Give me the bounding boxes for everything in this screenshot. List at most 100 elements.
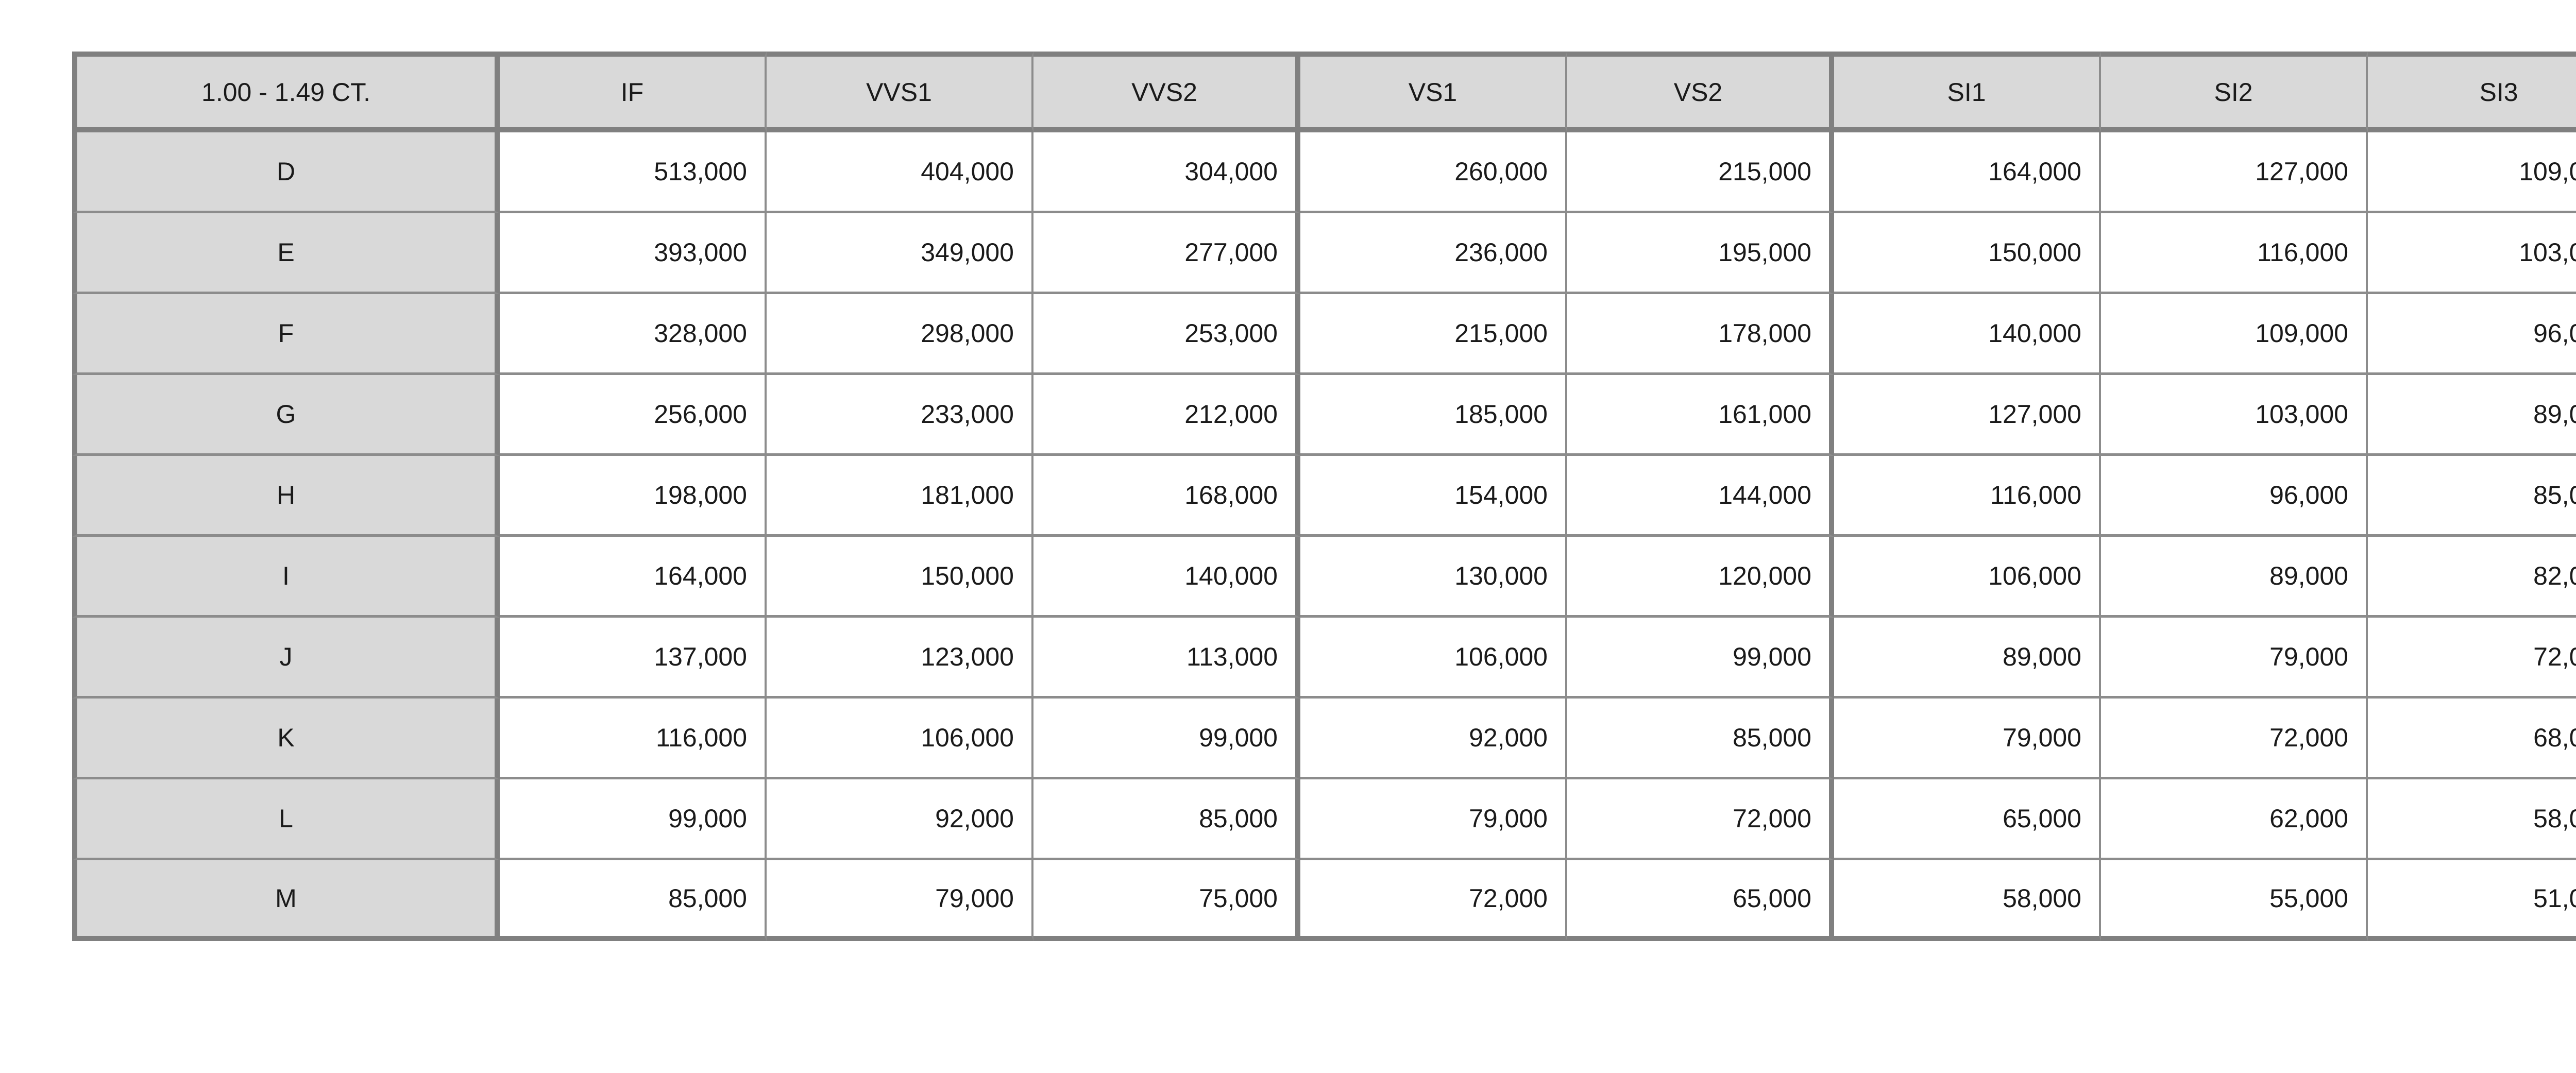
table-row: J 137,000 123,000 113,000 106,000 99,000 89,00… <box>72 618 2576 699</box>
price-cell-si3: 82,000 <box>2368 537 2576 618</box>
price-cell-si3: 85,000 <box>2368 456 2576 537</box>
price-cell-si1: 164,000 <box>1834 132 2101 213</box>
table-row: L 99,000 92,000 85,000 79,000 72,000 65,000 62,… <box>72 779 2576 860</box>
price-cell-vs1: 106,000 <box>1300 618 1567 699</box>
diamond-price-table: 1.00 - 1.49 CT. IF VVS1 VVS2 VS1 VS2 SI1… <box>72 52 2576 941</box>
price-cell-vvs1: 79,000 <box>767 860 1033 941</box>
price-cell-si3: 103,000 <box>2368 213 2576 294</box>
price-cell-if: 137,000 <box>500 618 767 699</box>
color-grade-cell: I <box>72 537 500 618</box>
price-cell-vs1: 215,000 <box>1300 294 1567 375</box>
price-cell-si2: 127,000 <box>2101 132 2368 213</box>
price-cell-vs2: 144,000 <box>1567 456 1834 537</box>
price-cell-vs1: 236,000 <box>1300 213 1567 294</box>
price-cell-si1: 127,000 <box>1834 375 2101 456</box>
column-header-vs2: VS2 <box>1567 52 1834 132</box>
table-row: D 513,000 404,000 304,000 260,000 215,000 164,… <box>72 132 2576 213</box>
price-cell-vs2: 99,000 <box>1567 618 1834 699</box>
price-cell-vs2: 195,000 <box>1567 213 1834 294</box>
price-cell-vs1: 260,000 <box>1300 132 1567 213</box>
color-grade-cell: D <box>72 132 500 213</box>
price-cell-vvs1: 233,000 <box>767 375 1033 456</box>
price-cell-vs2: 65,000 <box>1567 860 1834 941</box>
color-grade-cell: F <box>72 294 500 375</box>
price-cell-si1: 106,000 <box>1834 537 2101 618</box>
price-cell-vvs2: 113,000 <box>1033 618 1300 699</box>
price-cell-vvs1: 106,000 <box>767 699 1033 779</box>
color-grade-cell: G <box>72 375 500 456</box>
price-cell-if: 256,000 <box>500 375 767 456</box>
price-cell-si3: 58,000 <box>2368 779 2576 860</box>
price-cell-vvs1: 181,000 <box>767 456 1033 537</box>
price-cell-si3: 51,000 <box>2368 860 2576 941</box>
price-cell-si2: 116,000 <box>2101 213 2368 294</box>
price-cell-si2: 79,000 <box>2101 618 2368 699</box>
price-cell-if: 513,000 <box>500 132 767 213</box>
price-cell-vs2: 72,000 <box>1567 779 1834 860</box>
column-header-si3: SI3 <box>2368 52 2576 132</box>
price-cell-si1: 116,000 <box>1834 456 2101 537</box>
price-cell-if: 393,000 <box>500 213 767 294</box>
column-header-si2: SI2 <box>2101 52 2368 132</box>
carat-range-header: 1.00 - 1.49 CT. <box>72 52 500 132</box>
color-grade-cell: E <box>72 213 500 294</box>
color-grade-cell: K <box>72 699 500 779</box>
price-cell-si3: 89,000 <box>2368 375 2576 456</box>
price-cell-vvs2: 99,000 <box>1033 699 1300 779</box>
price-cell-si2: 89,000 <box>2101 537 2368 618</box>
update-timestamp: Update : 23/03/2026 <box>72 964 2576 989</box>
price-cell-if: 116,000 <box>500 699 767 779</box>
price-cell-si1: 89,000 <box>1834 618 2101 699</box>
price-cell-si2: 103,000 <box>2101 375 2368 456</box>
price-cell-si2: 96,000 <box>2101 456 2368 537</box>
price-cell-vvs2: 253,000 <box>1033 294 1300 375</box>
price-cell-si3: 72,000 <box>2368 618 2576 699</box>
price-cell-vs2: 178,000 <box>1567 294 1834 375</box>
price-cell-vs1: 154,000 <box>1300 456 1567 537</box>
price-cell-vvs2: 212,000 <box>1033 375 1300 456</box>
price-cell-vvs2: 304,000 <box>1033 132 1300 213</box>
table-row: E 393,000 349,000 277,000 236,000 195,000 150,… <box>72 213 2576 294</box>
price-cell-if: 99,000 <box>500 779 767 860</box>
price-cell-vvs2: 277,000 <box>1033 213 1300 294</box>
column-header-vs1: VS1 <box>1300 52 1567 132</box>
price-cell-if: 328,000 <box>500 294 767 375</box>
column-header-si1: SI1 <box>1834 52 2101 132</box>
price-cell-vvs1: 404,000 <box>767 132 1033 213</box>
table-row: M 85,000 79,000 75,000 72,000 65,000 58,000 55,… <box>72 860 2576 941</box>
price-cell-si2: 109,000 <box>2101 294 2368 375</box>
table-row: F 328,000 298,000 253,000 215,000 178,000 140,… <box>72 294 2576 375</box>
price-cell-vs1: 185,000 <box>1300 375 1567 456</box>
price-cell-vvs2: 168,000 <box>1033 456 1300 537</box>
table-body: D 513,000 404,000 304,000 260,000 215,000 164,… <box>72 132 2576 941</box>
price-cell-vs2: 215,000 <box>1567 132 1834 213</box>
header-row: 1.00 - 1.49 CT. IF VVS1 VVS2 VS1 VS2 SI1… <box>72 52 2576 132</box>
price-cell-vvs1: 123,000 <box>767 618 1033 699</box>
price-cell-si1: 79,000 <box>1834 699 2101 779</box>
price-cell-vs1: 72,000 <box>1300 860 1567 941</box>
price-cell-vvs2: 85,000 <box>1033 779 1300 860</box>
table-row: K 116,000 106,000 99,000 92,000 85,000 79,000 7… <box>72 699 2576 779</box>
price-cell-vs2: 161,000 <box>1567 375 1834 456</box>
table-row: I 164,000 150,000 140,000 130,000 120,000 106,… <box>72 537 2576 618</box>
price-cell-si3: 96,000 <box>2368 294 2576 375</box>
color-grade-cell: H <box>72 456 500 537</box>
price-cell-si2: 62,000 <box>2101 779 2368 860</box>
price-cell-vs2: 85,000 <box>1567 699 1834 779</box>
table-header: 1.00 - 1.49 CT. IF VVS1 VVS2 VS1 VS2 SI1… <box>72 52 2576 132</box>
table-row: G 256,000 233,000 212,000 185,000 161,000 127,… <box>72 375 2576 456</box>
price-cell-si1: 65,000 <box>1834 779 2101 860</box>
price-cell-si1: 150,000 <box>1834 213 2101 294</box>
price-cell-vvs1: 92,000 <box>767 779 1033 860</box>
column-header-if: IF <box>500 52 767 132</box>
color-grade-cell: M <box>72 860 500 941</box>
price-cell-si1: 140,000 <box>1834 294 2101 375</box>
table-row: H 198,000 181,000 168,000 154,000 144,000 116,… <box>72 456 2576 537</box>
color-grade-cell: L <box>72 779 500 860</box>
price-cell-vvs2: 140,000 <box>1033 537 1300 618</box>
price-cell-vvs1: 150,000 <box>767 537 1033 618</box>
price-cell-si3: 109,000 <box>2368 132 2576 213</box>
price-cell-si3: 68,000 <box>2368 699 2576 779</box>
price-cell-si2: 72,000 <box>2101 699 2368 779</box>
